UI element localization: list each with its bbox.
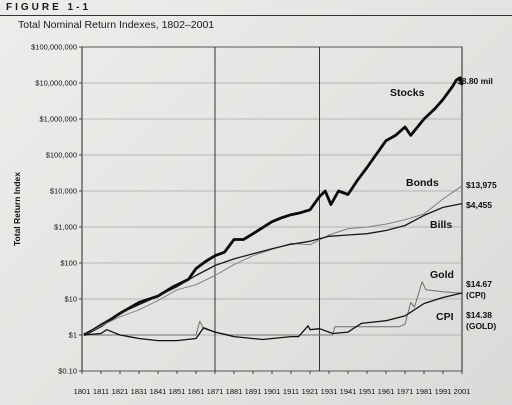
series-bills-line bbox=[83, 202, 463, 336]
end-label-stocks: $8.80 mil bbox=[457, 76, 493, 86]
end-label-cpi: $14.67 (CPI) bbox=[466, 279, 492, 300]
x-tick-label: 1951 bbox=[359, 387, 376, 396]
x-tick-label: 1851 bbox=[169, 387, 186, 396]
x-tick-label: 1911 bbox=[283, 387, 299, 396]
y-tick-label: $100 bbox=[60, 259, 77, 268]
x-tick-label: 1981 bbox=[416, 387, 433, 396]
x-tick-label: 1971 bbox=[397, 387, 414, 396]
end-label-bonds: $13,975 bbox=[466, 180, 497, 190]
chart-title: Total Nominal Return Indexes, 1802–2001 bbox=[18, 19, 215, 31]
series-labels: Stocks Bonds Bills Gold CPI $8.80 mil $13,975 $… bbox=[390, 76, 497, 331]
y-tick-label: $10,000,000 bbox=[35, 79, 77, 88]
end-label-line: (CPI) bbox=[466, 290, 486, 300]
x-tick-label: 1871 bbox=[207, 387, 224, 396]
y-axis-label: Total Return Index bbox=[12, 172, 22, 246]
x-axis-ticks: 1801 1811 1821 1831 1841 1851 1861 1871 1881 1891… bbox=[74, 371, 471, 396]
end-label-line: $13,975 bbox=[466, 180, 497, 190]
x-tick-label: 1891 bbox=[245, 387, 262, 396]
x-tick-label: 1841 bbox=[150, 387, 167, 396]
x-tick-label: 1901 bbox=[264, 387, 281, 396]
x-tick-label: 1861 bbox=[188, 387, 205, 396]
x-tick-label: 1881 bbox=[226, 387, 243, 396]
x-tick-label: 1991 bbox=[435, 387, 452, 396]
end-label-line: $14.67 bbox=[466, 279, 492, 289]
end-label-gold: $14.38 (GOLD) bbox=[466, 310, 496, 331]
series-bonds-line bbox=[83, 185, 463, 336]
y-tick-label: $100,000,000 bbox=[31, 43, 77, 52]
figure-label: FIGURE 1-1 bbox=[6, 2, 92, 13]
x-tick-label: 1941 bbox=[340, 387, 357, 396]
series-label-bonds: Bonds bbox=[406, 177, 439, 189]
end-label-line: $4,455 bbox=[466, 200, 492, 210]
y-tick-label: $100,000 bbox=[46, 151, 77, 160]
end-label-line: $8.80 mil bbox=[457, 76, 493, 86]
series-label-bills: Bills bbox=[430, 219, 452, 231]
series-gold-line bbox=[83, 281, 463, 336]
y-axis-ticks: $0.10 $1 $10 $100 $1,000 $10,000 $100,000 $1,00… bbox=[31, 43, 82, 376]
x-tick-label: 1921 bbox=[302, 387, 319, 396]
y-tick-label: $1,000,000 bbox=[39, 115, 77, 124]
y-tick-label: $10,000 bbox=[50, 187, 77, 196]
series-label-cpi: CPI bbox=[436, 311, 454, 323]
y-tick-label: $1 bbox=[69, 331, 77, 340]
end-label-bills: $4,455 bbox=[466, 200, 492, 210]
x-tick-label: 1811 bbox=[93, 387, 109, 396]
series-stocks-line bbox=[83, 76, 464, 337]
end-label-line: (GOLD) bbox=[466, 321, 496, 331]
reference-lines bbox=[214, 47, 320, 371]
series-cpi-line bbox=[83, 292, 463, 342]
x-tick-label: 1961 bbox=[378, 387, 395, 396]
series-lines bbox=[83, 76, 464, 342]
y-tick-label: $10 bbox=[64, 295, 77, 304]
x-tick-label: 1931 bbox=[321, 387, 338, 396]
series-label-gold: Gold bbox=[430, 269, 454, 281]
series-label-stocks: Stocks bbox=[390, 87, 425, 99]
x-tick-label: 1821 bbox=[112, 387, 129, 396]
top-rule bbox=[0, 15, 512, 16]
end-label-line: $14.38 bbox=[466, 310, 492, 320]
y-tick-label: $0.10 bbox=[58, 367, 77, 376]
x-tick-label: 1801 bbox=[74, 387, 91, 396]
x-tick-label: 2001 bbox=[454, 387, 471, 396]
x-tick-label: 1831 bbox=[131, 387, 148, 396]
y-tick-label: $1,000 bbox=[54, 223, 77, 232]
